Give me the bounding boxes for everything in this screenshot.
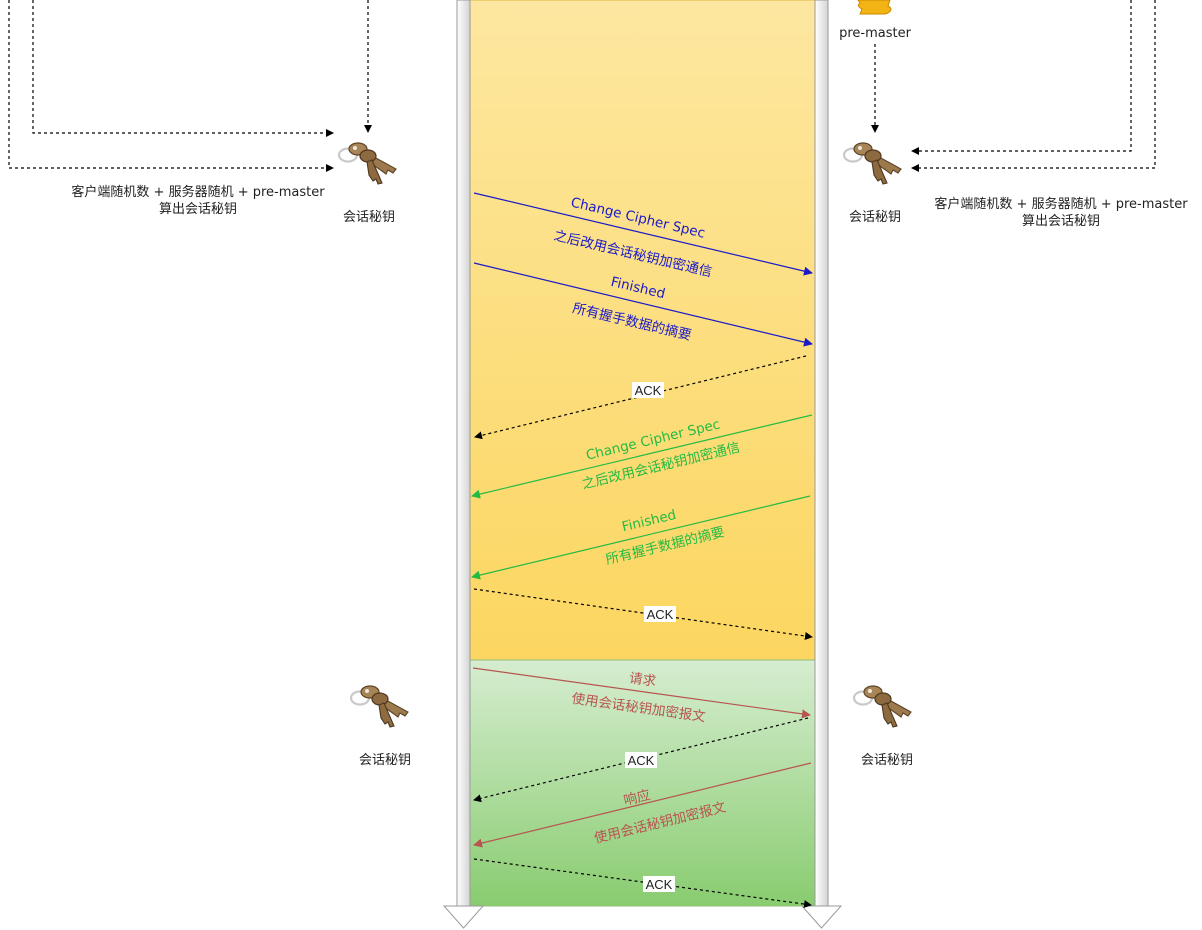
ack-label-bg-2 <box>644 606 676 622</box>
left-dashed-connectors <box>8 0 372 172</box>
session-key-label-left-bottom: 会话秘钥 <box>359 753 411 768</box>
client-formula-line1: 客户端随机数 + 服务器随机 + pre-master <box>71 184 325 200</box>
request-arrow <box>472 667 811 719</box>
ack-label-4: ACK <box>646 877 673 892</box>
ack-arrow-4 <box>473 858 812 909</box>
pre-master-label: pre-master <box>839 26 911 41</box>
request-label: 请求 <box>628 670 657 690</box>
session-key-icon-right-top <box>842 141 903 186</box>
pre-master-icon <box>857 0 892 15</box>
client-timeline <box>442 0 485 929</box>
session-key-label-left-top: 会话秘钥 <box>343 210 395 225</box>
client-change-cipher-spec-arrow <box>473 192 813 276</box>
ack-arrow-2 <box>473 588 813 640</box>
ack-label-bg-4 <box>643 876 675 892</box>
session-key-label-right-top: 会话秘钥 <box>849 210 901 225</box>
server-formula-line2: 算出会话秘钥 <box>1022 214 1100 229</box>
ack-label-2: ACK <box>647 607 674 622</box>
ack-label-1: ACK <box>635 383 662 398</box>
server-timeline <box>800 0 843 929</box>
server-formula-line1: 客户端随机数 + 服务器随机 + pre-master <box>934 196 1188 212</box>
server-change-cipher-spec-arrow <box>471 414 813 499</box>
ack-label-3: ACK <box>628 753 655 768</box>
server-finished-arrow <box>471 495 811 580</box>
response-arrow <box>473 762 812 848</box>
response-label: 响应 <box>622 786 652 809</box>
client-finished-arrow <box>473 262 813 347</box>
session-key-icon-right-bottom <box>852 684 913 729</box>
session-key-icon-left-bottom <box>349 684 410 729</box>
handshake-phase-region <box>468 0 816 661</box>
client-formula-line2: 算出会话秘钥 <box>159 202 237 217</box>
right-dashed-connectors <box>871 0 1156 172</box>
ack-label-bg-3 <box>625 752 657 768</box>
data-phase-region <box>468 659 816 907</box>
session-key-icon-left-top <box>337 141 398 186</box>
ack-label-bg-1 <box>632 382 664 398</box>
session-key-label-right-bottom: 会话秘钥 <box>861 753 913 768</box>
